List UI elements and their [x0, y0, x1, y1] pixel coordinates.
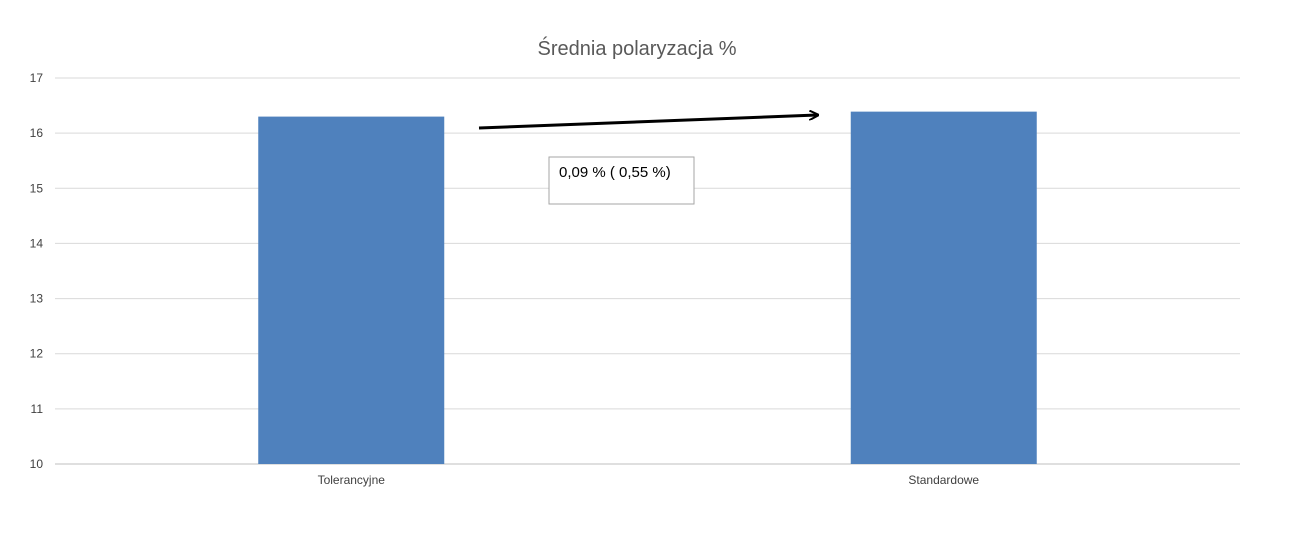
y-tick-label: 12 [30, 347, 44, 361]
y-tick-label: 17 [30, 71, 44, 85]
x-tick-label: Standardowe [908, 473, 979, 487]
bars [258, 111, 1037, 464]
chart-title: Średnia polaryzacja % [538, 36, 737, 60]
y-tick-label: 15 [30, 181, 44, 195]
gridlines [55, 77, 1240, 465]
y-tick-label: 16 [30, 126, 44, 140]
x-axis: Tolerancyjne Standardowe [318, 473, 980, 487]
y-axis: 10 11 12 13 14 15 16 17 [30, 71, 44, 471]
y-tick-label: 13 [30, 292, 44, 306]
y-tick-label: 14 [30, 236, 44, 250]
y-tick-label: 11 [31, 402, 44, 416]
y-tick-label: 10 [30, 457, 44, 471]
annotation-arrow [478, 115, 817, 130]
x-tick-label: Tolerancyjne [318, 473, 386, 487]
annotation-box: 0,09 % ( 0,55 %) [548, 156, 695, 205]
annotation-text: 0,09 % ( 0,55 %) [559, 164, 671, 181]
bar-tolerancyjne [258, 116, 445, 464]
bar-standardowe [850, 111, 1037, 464]
